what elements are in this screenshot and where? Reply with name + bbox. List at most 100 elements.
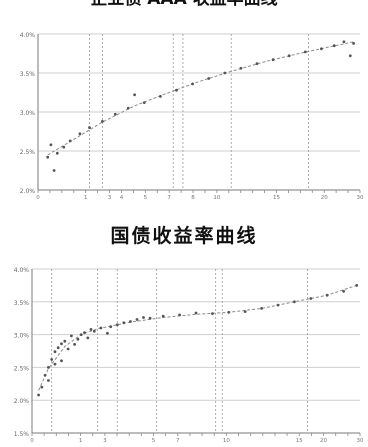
top-yield-chart: 2.0% 2.5% 3.0% 3.5% 4.0% 0 1 3 4 5 7 8 10 15 20 30: [0, 14, 368, 209]
data-point: [325, 293, 329, 297]
data-point: [260, 307, 263, 310]
y-tick-label: 4.0%: [14, 267, 30, 274]
data-point: [73, 343, 76, 346]
y-tick-label: 3.5%: [14, 300, 30, 307]
y-tick-label: 2.5%: [14, 365, 30, 372]
data-point: [89, 328, 93, 331]
data-point: [63, 339, 67, 343]
data-point: [79, 333, 83, 336]
x-tick-label: 3: [108, 195, 112, 201]
x-tick-label: 30: [357, 195, 364, 201]
data-point: [88, 126, 91, 129]
x-tick-label: 0: [30, 438, 34, 444]
bottom-y-axis-ticks: 1.5% 2.0% 2.5% 3.0% 3.5% 4.0%: [14, 267, 30, 438]
data-point: [148, 316, 152, 320]
data-point: [53, 362, 57, 366]
data-point: [135, 318, 139, 321]
x-tick-label: 10: [223, 438, 230, 444]
data-point: [92, 329, 96, 333]
data-point: [53, 350, 57, 354]
data-point: [106, 331, 109, 335]
data-point: [287, 54, 291, 58]
x-tick-label: 1: [79, 438, 83, 444]
data-point: [122, 321, 126, 325]
x-tick-label: 5: [152, 438, 156, 444]
data-point: [43, 373, 47, 377]
data-point: [78, 132, 82, 136]
x-tick-label: 20: [321, 195, 328, 201]
data-point: [320, 47, 323, 51]
data-point: [99, 326, 103, 330]
data-point: [348, 54, 352, 58]
x-tick-label: 0: [36, 195, 40, 201]
data-point: [178, 313, 182, 317]
data-point: [68, 139, 72, 143]
data-point: [309, 297, 313, 300]
data-point: [46, 155, 50, 159]
data-point: [101, 120, 104, 123]
y-tick-label: 3.5%: [20, 71, 36, 78]
data-point: [223, 71, 227, 75]
data-point: [55, 151, 59, 155]
data-point: [194, 311, 198, 315]
data-point: [109, 325, 113, 329]
data-point: [276, 303, 280, 307]
data-point: [115, 323, 119, 327]
bottom-grid: [31, 268, 360, 434]
y-tick-label: 2.5%: [20, 149, 36, 156]
data-point: [207, 77, 211, 80]
x-tick-label: 5: [144, 195, 148, 201]
data-point: [355, 284, 359, 287]
data-point: [66, 347, 70, 351]
data-point: [175, 88, 178, 92]
data-point: [56, 346, 60, 350]
data-point: [49, 143, 53, 147]
bottom-x-axis-ticks: 0 1 3 5 7 10 15 20 30: [30, 433, 364, 444]
data-point: [47, 366, 50, 369]
x-tick-label: 10: [213, 195, 220, 201]
x-tick-label: 3: [103, 438, 107, 444]
data-point: [227, 310, 231, 314]
data-point: [52, 169, 56, 172]
data-point: [255, 62, 259, 65]
x-tick-label: 8: [191, 195, 195, 201]
data-point: [191, 82, 195, 86]
y-tick-label: 2.0%: [14, 398, 30, 405]
data-point: [133, 93, 137, 97]
data-point: [293, 300, 296, 304]
data-point: [113, 112, 117, 116]
data-point: [159, 95, 162, 98]
data-point: [142, 101, 146, 104]
top-chart-title: 企业债 AAA 收益率曲线: [0, 0, 368, 12]
bottom-chart-title: 国债收益率曲线: [110, 225, 258, 247]
y-tick-label: 3.0%: [14, 333, 30, 340]
data-point: [40, 385, 44, 389]
data-point: [129, 320, 132, 323]
data-point: [50, 358, 54, 361]
top-grid: [37, 33, 360, 191]
bottom-data-points: [37, 284, 359, 397]
data-point: [271, 58, 275, 62]
y-tick-label: 1.5%: [14, 431, 30, 438]
top-x-axis-ticks: 0 1 3 4 5 7 8 10 15 20 30: [36, 190, 364, 201]
data-point: [239, 66, 243, 70]
data-point: [332, 44, 336, 48]
data-point: [86, 336, 90, 340]
y-tick-label: 2.0%: [20, 188, 36, 195]
data-point: [142, 316, 145, 319]
data-point: [60, 359, 63, 363]
y-tick-label: 3.0%: [20, 110, 36, 117]
data-point: [303, 50, 307, 54]
bottom-yield-chart: 1.5% 2.0% 2.5% 3.0% 3.5% 4.0% 0 1 3 5 7 10 15 20 30: [0, 255, 368, 447]
data-point: [342, 289, 345, 293]
x-tick-label: 1: [84, 195, 88, 201]
data-point: [211, 312, 214, 315]
data-point: [243, 310, 247, 313]
data-point: [342, 40, 346, 44]
data-point: [126, 106, 130, 110]
data-point: [60, 342, 63, 346]
data-point: [37, 393, 40, 397]
x-tick-label: 20: [320, 438, 327, 444]
x-tick-label: 30: [357, 438, 364, 444]
x-tick-label: 7: [167, 195, 171, 201]
